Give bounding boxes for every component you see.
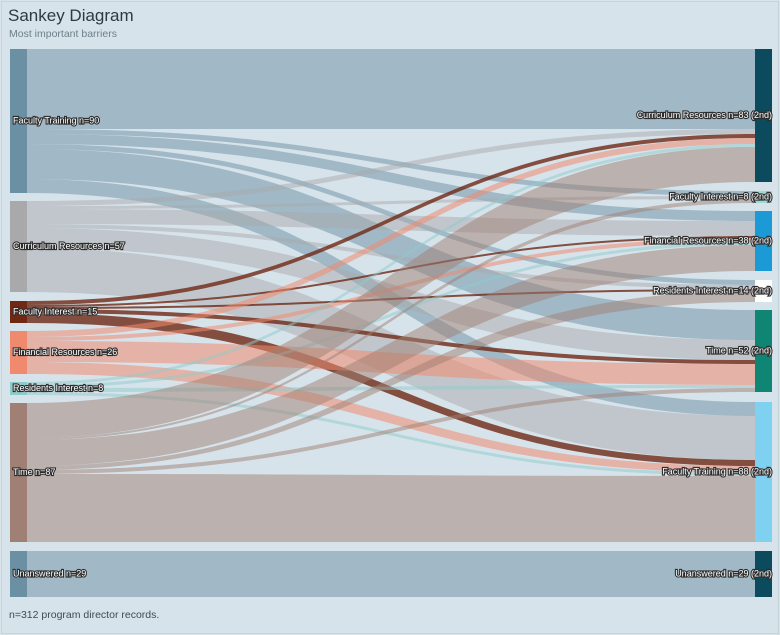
- flow-faculty-training-to-time: [27, 149, 755, 340]
- flow-curriculum-to-financial: [27, 209, 755, 236]
- flow-time-to-time: [27, 388, 755, 474]
- footer-note: n=312 program director records.: [9, 609, 160, 621]
- flow-residents-interest-to-financial: [27, 242, 755, 388]
- sankey-nodes: [10, 49, 772, 597]
- right-node-curriculum[interactable]: [755, 49, 772, 182]
- flow-time-to-curriculum: [27, 147, 755, 438]
- chart-title: Sankey Diagram: [8, 6, 134, 25]
- right-node-financial[interactable]: [755, 211, 772, 271]
- right-node-label-residents-interest: Residents Interest n=14 (2nd): [653, 285, 772, 295]
- flow-faculty-interest-to-financial: [27, 236, 755, 307]
- sankey-labels: Faculty Training n=90 Curriculum Resource…: [12, 109, 773, 580]
- flow-time-to-residents-interest: [27, 291, 755, 470]
- flow-faculty-training-to-financial: [27, 134, 755, 221]
- right-node-label-faculty-interest: Faculty Interest n=8 (2nd): [669, 191, 772, 201]
- right-node-label-time: Time n=52 (2nd): [706, 345, 772, 355]
- flow-faculty-interest-to-curriculum: [27, 134, 755, 305]
- flow-time-to-faculty-training: [27, 474, 755, 542]
- flow-curriculum-to-residents-interest: [27, 224, 755, 289]
- left-node-label-financial: Financial Resources n=26: [13, 347, 117, 357]
- left-node-financial[interactable]: [10, 331, 27, 374]
- left-node-label-faculty-training: Faculty Training n=90: [13, 115, 99, 125]
- right-node-faculty-training[interactable]: [755, 402, 772, 542]
- right-node-label-financial: Financial Resources n=38 (2nd): [644, 235, 772, 245]
- left-node-curriculum[interactable]: [10, 201, 27, 292]
- right-node-residents-interest[interactable]: [755, 280, 772, 302]
- sankey-links: [27, 49, 755, 597]
- left-node-label-residents-interest: Residents Interest n=8: [13, 383, 103, 393]
- flow-curriculum-to-curriculum: [27, 129, 755, 206]
- flow-faculty-training-to-curriculum: [27, 49, 755, 129]
- flow-time-to-faculty-interest: [27, 199, 755, 440]
- flow-faculty-interest-to-time: [27, 309, 755, 364]
- left-node-faculty-training[interactable]: [10, 49, 27, 193]
- left-node-unanswered[interactable]: [10, 551, 27, 597]
- right-node-unanswered[interactable]: [755, 551, 772, 597]
- left-node-residents-interest[interactable]: [10, 382, 27, 395]
- left-node-time[interactable]: [10, 403, 27, 542]
- flow-faculty-training-to-residents-interest: [27, 144, 755, 285]
- flow-unanswered-to-unanswered: [27, 551, 755, 597]
- flow-financial-to-faculty-training: [27, 362, 755, 473]
- left-node-label-faculty-interest: Faculty Interest n=15: [13, 306, 97, 316]
- left-node-faculty-interest[interactable]: [10, 301, 27, 323]
- chart-subtitle: Most important barriers: [9, 28, 117, 40]
- left-node-label-unanswered: Unanswered n=29: [13, 568, 86, 578]
- flow-faculty-training-to-faculty-interest: [27, 129, 755, 196]
- flow-time-to-financial: [27, 245, 755, 466]
- right-node-label-curriculum: Curriculum Resources n=83 (2nd): [637, 110, 772, 120]
- right-node-time[interactable]: [755, 310, 772, 392]
- right-node-faculty-interest[interactable]: [755, 191, 772, 203]
- flow-residents-interest-to-curriculum: [27, 144, 755, 385]
- right-node-label-unanswered: Unanswered n=29 (2nd): [675, 568, 772, 578]
- left-node-label-time: Time n=87: [13, 467, 55, 477]
- left-node-label-curriculum: Curriculum Resources n=57: [13, 241, 125, 251]
- right-node-label-faculty-training: Faculty Training n=88 (2nd): [662, 466, 772, 476]
- flow-financial-to-curriculum: [27, 138, 755, 337]
- flow-residents-interest-to-faculty-training: [27, 392, 755, 476]
